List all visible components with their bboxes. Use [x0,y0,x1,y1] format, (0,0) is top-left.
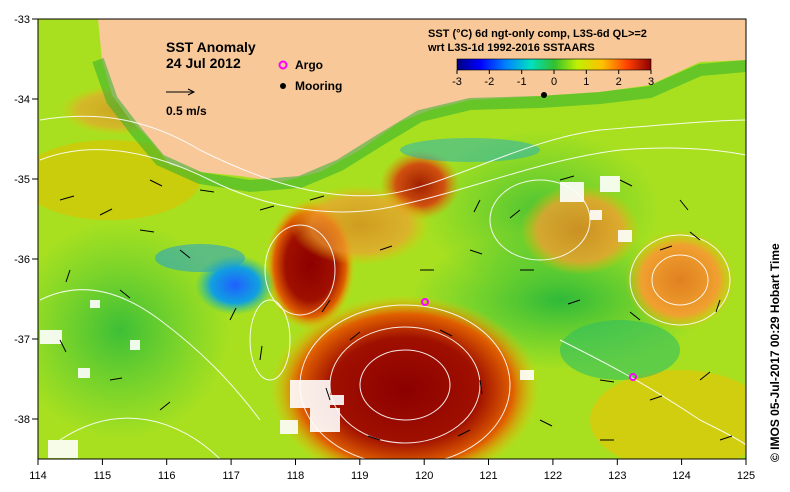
credit-text: © IMOS 05-Jul-2017 00:29 Hobart Time [768,243,782,462]
mooring-markers [541,92,547,98]
x-axis: 114 115 116 117 118 119 120 121 122 123 … [29,459,755,482]
colorbar-tick: 1 [583,76,589,88]
colorbar-tick: 0 [551,76,557,88]
y-axis: -33 -34 -35 -36 -37 -38 [14,14,38,426]
x-tick-label: 121 [479,470,497,482]
mooring-marker [541,92,547,98]
x-tick-label: 119 [351,470,369,482]
x-tick-label: 120 [415,470,433,482]
colorbar: SST (°C) 6d ngt-only comp, L3S-6d QL>=2 … [427,28,654,88]
x-tick-label: 118 [287,470,305,482]
y-tick-label: -36 [14,254,30,266]
colorbar-subtitle: wrt L3S-1d 1992-2016 SSTAARS [427,42,595,54]
vector-scale-label: 0.5 m/s [166,104,207,118]
vector-scale: 0.5 m/s [166,88,207,118]
colorbar-tick: 3 [648,76,654,88]
x-tick-label: 123 [608,470,626,482]
argo-markers [421,298,637,381]
argo-marker [421,298,429,306]
mooring-legend-label: Mooring [295,79,342,93]
sst-field [38,19,746,459]
x-tick-label: 124 [672,470,690,482]
argo-legend-label: Argo [295,58,323,72]
colorbar-tick: -2 [484,76,494,88]
y-tick-label: -35 [14,174,30,186]
x-tick-label: 116 [158,470,176,482]
x-tick-label: 115 [94,470,112,482]
marker-legend: Argo Mooring [278,58,342,93]
map-title: SST Anomaly [166,39,256,55]
sea-level-contours [39,115,746,459]
y-tick-label: -33 [14,14,30,26]
colorbar-title: SST (°C) 6d ngt-only comp, L3S-6d QL>=2 [428,28,647,40]
x-tick-label: 114 [29,470,47,482]
x-tick-label: 117 [222,470,240,482]
colorbar-tick: -1 [517,76,527,88]
x-tick-label: 122 [544,470,562,482]
colorbar-ramp [456,58,652,71]
colorbar-tick: -3 [452,76,462,88]
x-tick-label: 125 [737,470,755,482]
plot-frame [37,18,747,460]
y-tick-label: -38 [14,414,30,426]
argo-legend-marker [278,60,288,70]
y-tick-label: -34 [14,94,30,106]
map-date: 24 Jul 2012 [166,55,241,71]
current-vectors [59,175,733,441]
colorbar-tick: 2 [616,76,622,88]
y-tick-label: -37 [14,334,30,346]
argo-marker [629,373,637,381]
mooring-legend-marker [280,83,286,89]
